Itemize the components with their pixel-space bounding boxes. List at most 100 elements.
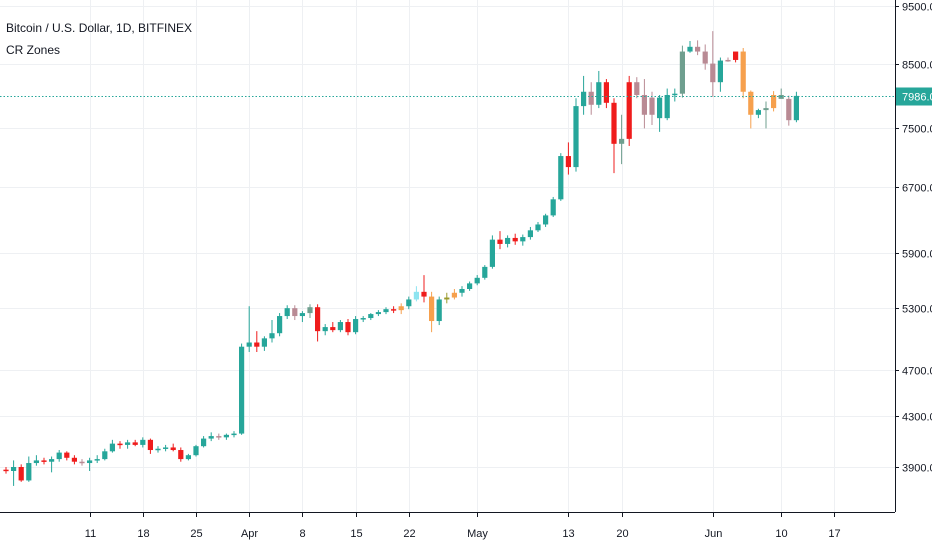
candle-body bbox=[421, 291, 427, 297]
candle bbox=[725, 57, 731, 62]
candle bbox=[11, 460, 17, 486]
candle bbox=[619, 114, 625, 165]
candle bbox=[505, 235, 511, 248]
candle-body bbox=[702, 51, 708, 64]
candle-body bbox=[489, 239, 495, 267]
candle-body bbox=[588, 91, 594, 105]
indicator-legend[interactable]: CR Zones bbox=[6, 43, 61, 57]
candle bbox=[710, 31, 716, 97]
candle-body bbox=[147, 439, 153, 451]
candle bbox=[421, 275, 427, 303]
time-tick-label: Apr bbox=[241, 528, 258, 540]
time-tick-label: 8 bbox=[299, 528, 305, 540]
candle bbox=[208, 432, 214, 442]
candle bbox=[474, 275, 480, 286]
candle bbox=[543, 213, 549, 227]
candle bbox=[763, 101, 769, 129]
candle bbox=[109, 439, 115, 453]
candle bbox=[702, 44, 708, 70]
candle bbox=[64, 451, 70, 461]
candle-body bbox=[733, 51, 739, 60]
candle-body bbox=[117, 443, 123, 446]
candle bbox=[451, 288, 457, 300]
candle-body bbox=[436, 299, 442, 322]
candle-body bbox=[261, 338, 267, 347]
candle-body bbox=[284, 308, 290, 317]
candle bbox=[254, 331, 260, 352]
candle-body bbox=[649, 97, 655, 115]
candle-body bbox=[451, 292, 457, 298]
candle-body bbox=[550, 199, 556, 216]
candle bbox=[26, 456, 32, 482]
candle-body bbox=[269, 333, 275, 339]
last-price-label: 7986.0 bbox=[902, 92, 932, 104]
candle bbox=[558, 153, 564, 201]
candle bbox=[261, 336, 267, 351]
candle bbox=[444, 292, 450, 304]
candle-body bbox=[87, 460, 93, 464]
candle bbox=[117, 441, 123, 449]
time-tick-label: 22 bbox=[403, 528, 415, 540]
candle-body bbox=[512, 237, 518, 242]
candle-body bbox=[687, 46, 693, 52]
candle bbox=[178, 447, 184, 462]
candle bbox=[626, 75, 632, 146]
candle-body bbox=[565, 156, 571, 168]
candle bbox=[155, 446, 161, 453]
time-tick-label: 20 bbox=[616, 528, 628, 540]
candle bbox=[41, 457, 47, 465]
candle-body bbox=[292, 308, 298, 317]
candle-body bbox=[125, 442, 131, 445]
price-tick-label: 8500.0 bbox=[902, 60, 932, 72]
candle-body bbox=[603, 82, 609, 103]
candle bbox=[611, 98, 617, 174]
candle-body bbox=[178, 450, 184, 460]
candle-body bbox=[223, 434, 229, 438]
candle bbox=[231, 431, 237, 438]
candle bbox=[102, 448, 108, 461]
candle-body bbox=[41, 460, 47, 462]
candle bbox=[315, 304, 321, 342]
candle-body bbox=[543, 215, 549, 225]
candle-body bbox=[216, 436, 222, 438]
candle bbox=[239, 343, 245, 435]
candle bbox=[748, 90, 754, 129]
candle-body bbox=[695, 46, 701, 52]
candle-body bbox=[413, 291, 419, 300]
candle bbox=[87, 457, 93, 471]
price-axis-ticks[interactable]: 9500.0 8500.0 7500.0 6700.0 5900.0 5300.0 4700… bbox=[895, 2, 932, 475]
candle-body bbox=[185, 455, 191, 460]
candle bbox=[337, 320, 343, 333]
candle-body bbox=[657, 97, 663, 119]
candle-body bbox=[527, 230, 533, 238]
chart-legend-title[interactable]: Bitcoin / U.S. Dollar, 1D, BITFINEX bbox=[6, 21, 193, 35]
price-tick-label: 7500.0 bbox=[902, 124, 932, 136]
time-tick-label: 18 bbox=[137, 528, 149, 540]
candle-body bbox=[368, 314, 374, 319]
candle-body bbox=[771, 94, 777, 109]
candle bbox=[535, 221, 541, 233]
candle-body bbox=[429, 296, 435, 322]
candle bbox=[740, 47, 746, 99]
candle bbox=[223, 433, 229, 440]
candle-body bbox=[49, 459, 55, 462]
candle bbox=[269, 320, 275, 343]
candle-body bbox=[360, 318, 366, 320]
candle-body bbox=[132, 442, 138, 445]
candle-body bbox=[208, 436, 214, 439]
candle-body bbox=[353, 319, 359, 333]
candle-body bbox=[497, 239, 503, 244]
candle-body bbox=[26, 463, 32, 481]
price-tick-label: 4700.0 bbox=[902, 366, 932, 378]
candle bbox=[657, 94, 663, 132]
candle bbox=[132, 439, 138, 447]
time-axis-ticks[interactable]: 11 18 25 Apr 8 15 22 May 13 20 Jun 10 17 bbox=[85, 512, 841, 540]
candle bbox=[793, 91, 799, 123]
candle bbox=[383, 307, 389, 315]
candle-body bbox=[619, 138, 625, 144]
candle-body bbox=[793, 95, 799, 121]
candle-body bbox=[170, 447, 176, 451]
candle-body bbox=[277, 316, 283, 334]
candle bbox=[322, 324, 328, 336]
